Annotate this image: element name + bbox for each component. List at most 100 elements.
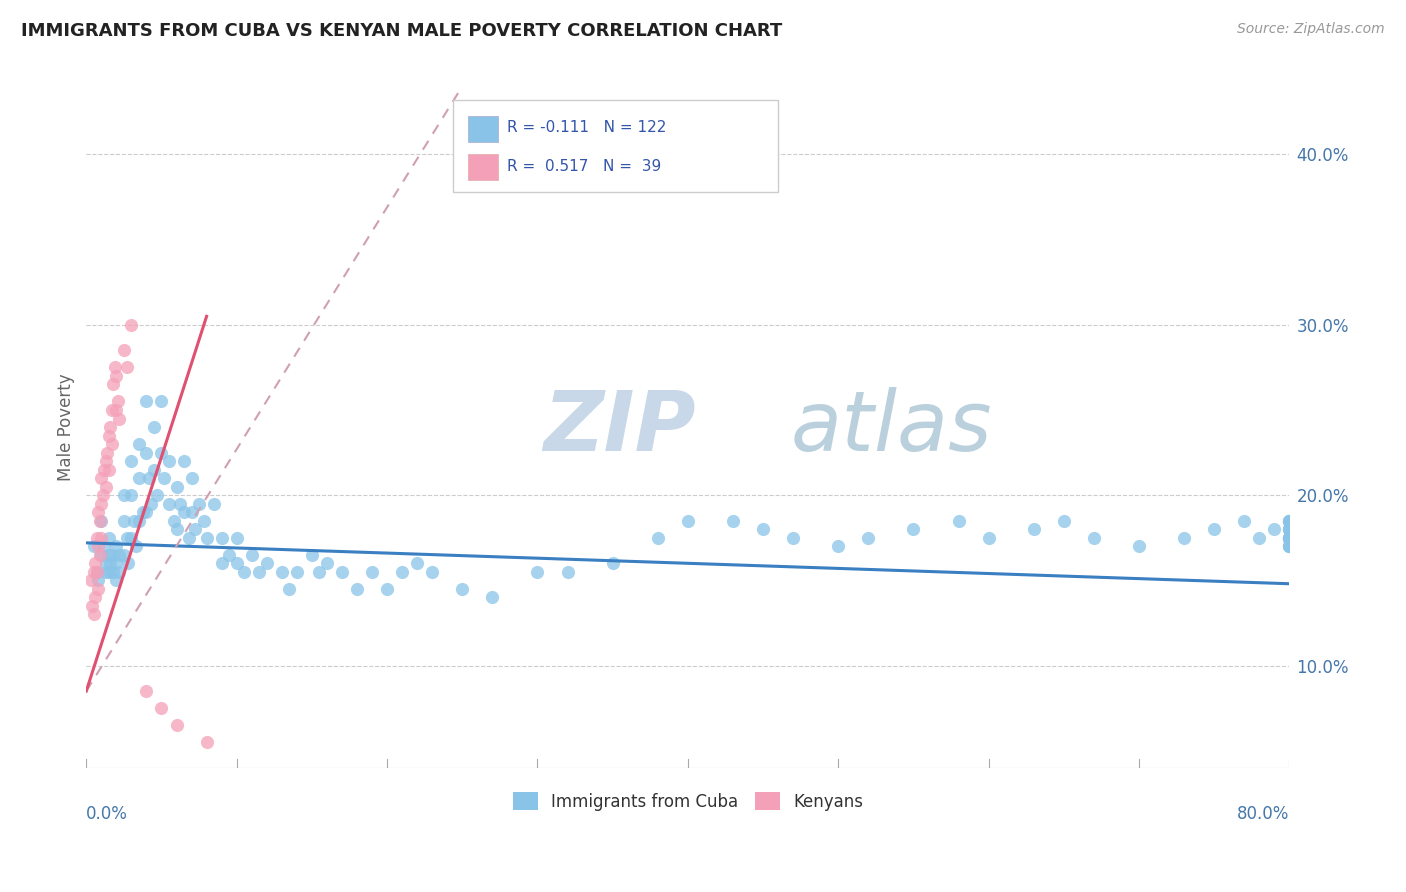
Point: [977, 531, 1000, 545]
Text: ZIP: ZIP: [544, 386, 696, 467]
Point: [1278, 531, 1301, 545]
Point: [202, 497, 225, 511]
Point: [1083, 531, 1105, 545]
Point: [1278, 531, 1301, 545]
Point: [86, 565, 108, 579]
Point: [84, 591, 107, 605]
Point: [1278, 514, 1301, 528]
Point: [1278, 522, 1301, 536]
Point: [752, 522, 775, 536]
Point: [83, 565, 105, 579]
Point: [195, 531, 218, 545]
Point: [98, 557, 121, 571]
Point: [135, 505, 157, 519]
Point: [101, 548, 124, 562]
Point: [132, 505, 155, 519]
Point: [180, 471, 202, 485]
Point: [96, 445, 118, 459]
Point: [105, 557, 128, 571]
Point: [103, 377, 125, 392]
Point: [89, 548, 111, 562]
Point: [451, 582, 474, 596]
Point: [157, 454, 180, 468]
Point: [166, 480, 188, 494]
Point: [83, 607, 105, 622]
Point: [125, 539, 148, 553]
Point: [1278, 539, 1301, 553]
Point: [120, 488, 142, 502]
Point: [1173, 531, 1195, 545]
Point: [80, 574, 103, 588]
Point: [112, 343, 135, 358]
Point: [150, 701, 173, 715]
Point: [105, 368, 128, 383]
Point: [139, 497, 162, 511]
Point: [557, 565, 579, 579]
Point: [97, 462, 120, 476]
Legend: Immigrants from Cuba, Kenyans: Immigrants from Cuba, Kenyans: [506, 786, 870, 817]
Point: [112, 514, 135, 528]
Point: [108, 548, 131, 562]
Point: [105, 403, 128, 417]
Point: [146, 488, 169, 502]
Point: [91, 488, 114, 502]
Point: [169, 497, 191, 511]
Point: [602, 557, 624, 571]
Point: [406, 557, 429, 571]
Point: [90, 514, 112, 528]
Point: [107, 394, 129, 409]
Point: [301, 548, 323, 562]
Point: [101, 403, 124, 417]
Point: [285, 565, 308, 579]
Text: R = -0.111   N = 122: R = -0.111 N = 122: [508, 120, 666, 136]
Point: [93, 462, 115, 476]
Point: [86, 531, 108, 545]
Point: [105, 574, 128, 588]
Point: [721, 514, 744, 528]
Point: [104, 360, 127, 375]
Point: [101, 437, 124, 451]
Point: [150, 394, 173, 409]
Point: [120, 454, 142, 468]
Point: [157, 497, 180, 511]
FancyBboxPatch shape: [468, 116, 498, 142]
Point: [676, 514, 699, 528]
Point: [166, 718, 188, 732]
Point: [240, 548, 263, 562]
Point: [162, 514, 184, 528]
Point: [195, 735, 218, 749]
Text: 80.0%: 80.0%: [1237, 805, 1289, 823]
Point: [135, 394, 157, 409]
Point: [153, 471, 176, 485]
Point: [117, 557, 139, 571]
Point: [108, 565, 131, 579]
Point: [183, 522, 205, 536]
Point: [90, 531, 112, 545]
Text: 0.0%: 0.0%: [86, 805, 128, 823]
Point: [84, 557, 107, 571]
Point: [93, 539, 115, 553]
Point: [120, 531, 142, 545]
Point: [115, 360, 138, 375]
Point: [316, 557, 339, 571]
Point: [124, 514, 146, 528]
Point: [1053, 514, 1076, 528]
Text: atlas: atlas: [790, 386, 991, 467]
Point: [135, 445, 157, 459]
Point: [1233, 514, 1256, 528]
Point: [83, 539, 105, 553]
Point: [150, 445, 173, 459]
Point: [94, 557, 117, 571]
Point: [218, 548, 240, 562]
Point: [173, 505, 195, 519]
Point: [782, 531, 804, 545]
Point: [361, 565, 384, 579]
Point: [143, 420, 166, 434]
Point: [1278, 531, 1301, 545]
Point: [128, 471, 150, 485]
Point: [858, 531, 880, 545]
Point: [180, 505, 202, 519]
Point: [108, 411, 131, 425]
Point: [97, 548, 120, 562]
Point: [138, 471, 160, 485]
